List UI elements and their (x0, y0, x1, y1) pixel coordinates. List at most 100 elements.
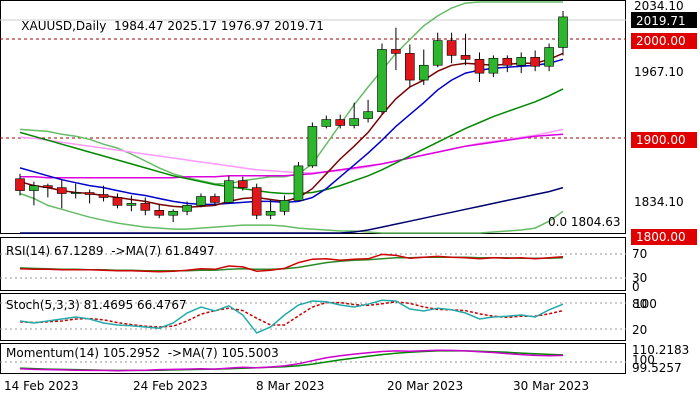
candle (196, 193, 206, 208)
candle-body (126, 203, 137, 206)
candle (210, 193, 220, 206)
x-label-3: 20 Mar 2023 (387, 379, 463, 393)
stoch-panel-frame (0, 293, 626, 341)
candle-body (265, 210, 276, 216)
rsi-tick-30: 30 (632, 271, 647, 285)
candle (168, 209, 178, 223)
candle (140, 197, 151, 216)
candle (126, 195, 137, 212)
candle-body (293, 165, 304, 201)
candle-body (43, 185, 53, 188)
candle (391, 27, 401, 71)
candle-body (154, 210, 165, 216)
ma-green-line (19, 88, 564, 195)
level-1800-box (631, 229, 697, 245)
axis-tick-1967: 1967.10 (634, 65, 684, 79)
rsi-tick-70: 70 (632, 247, 647, 261)
candle-body (15, 178, 25, 191)
stoch-tick-80: 80 (632, 297, 647, 311)
candle (516, 52, 527, 74)
candle (279, 195, 290, 216)
candle (43, 183, 53, 198)
candle-body (251, 187, 262, 216)
candle (418, 49, 429, 85)
momentum-panel-frame (0, 343, 626, 374)
candle-body (56, 187, 67, 194)
candle-body (349, 118, 359, 126)
stoch-tick-100: 100 (634, 297, 657, 311)
candle (112, 193, 123, 209)
candle (56, 179, 67, 209)
level-2000-label: 2000.00 (636, 34, 686, 48)
level-1800-label: 1800.00 (636, 230, 686, 244)
candle-body (363, 111, 373, 119)
candle (377, 43, 387, 114)
axis-tick-2034: 2034.10 (634, 0, 684, 13)
rsi-panel-frame (0, 237, 626, 291)
chart-symbol: XAUUSD,Daily (21, 19, 107, 33)
candle-body (488, 58, 499, 74)
level-1900-box (631, 132, 697, 148)
rsi-label: RSI(14) 67.1289 ->MA(7) 61.8497 (6, 244, 215, 258)
candle-body (502, 58, 513, 66)
candle (29, 181, 39, 206)
candle-body (321, 119, 332, 127)
candle-body (391, 49, 401, 54)
ma-navy-line (20, 186, 564, 234)
x-label-4: 30 Mar 2023 (513, 379, 589, 393)
candle-body (237, 180, 248, 188)
momentum-tick-100: 100 (632, 353, 655, 367)
chart-header: XAUUSD,Daily 1984.47 2025.17 1976.97 201… (6, 5, 324, 47)
candle (474, 52, 485, 83)
candle-body (530, 57, 540, 67)
ma-pink-line (19, 128, 564, 174)
momentum-tick-bottom: 99.5257 (632, 361, 682, 375)
bollinger-lower-line (19, 192, 564, 234)
candle-body (516, 57, 527, 66)
candle (544, 43, 554, 72)
candle-body (29, 185, 39, 191)
axis-tick-1834: 1834.10 (634, 195, 684, 209)
current-price-box (631, 12, 697, 28)
candle-body (168, 210, 178, 216)
candle-body (196, 196, 206, 206)
fib-level-label: 0.0 1804.63 (548, 215, 621, 229)
candle-body (558, 16, 568, 48)
chart-ohlc: 1984.47 2025.17 1976.97 2019.71 (113, 19, 324, 33)
candle (265, 199, 276, 220)
candle-body (182, 205, 192, 212)
candle-body (224, 180, 234, 203)
candle-body (377, 49, 387, 112)
level-1900-label: 1900.00 (636, 133, 686, 147)
candle-body (432, 40, 443, 66)
candle (405, 44, 415, 87)
current-price-label: 2019.71 (636, 14, 686, 28)
candle (460, 33, 471, 66)
candle (558, 10, 568, 56)
candle (335, 114, 346, 129)
momentum-lines (19, 349, 564, 372)
candle (321, 115, 332, 129)
ma-magenta-line (20, 133, 564, 179)
candle-body (460, 55, 471, 60)
candlesticks (15, 10, 568, 223)
stoch-tick-20: 20 (632, 323, 647, 337)
candle (251, 183, 262, 220)
candle-body (307, 126, 318, 167)
rsi-line (19, 253, 564, 273)
candle-body (335, 119, 346, 126)
rsi-tick-0: 0 (632, 280, 640, 294)
candle-body (84, 192, 95, 195)
candle (70, 183, 81, 199)
candle (502, 55, 513, 73)
candle-body (474, 59, 485, 74)
candle-body (98, 194, 109, 198)
stoch-signal-line (19, 301, 564, 328)
candle-body (405, 53, 415, 81)
moving-average-lines (19, 1, 564, 234)
candle (15, 173, 25, 196)
candle (237, 176, 248, 191)
candle-body (70, 192, 81, 194)
